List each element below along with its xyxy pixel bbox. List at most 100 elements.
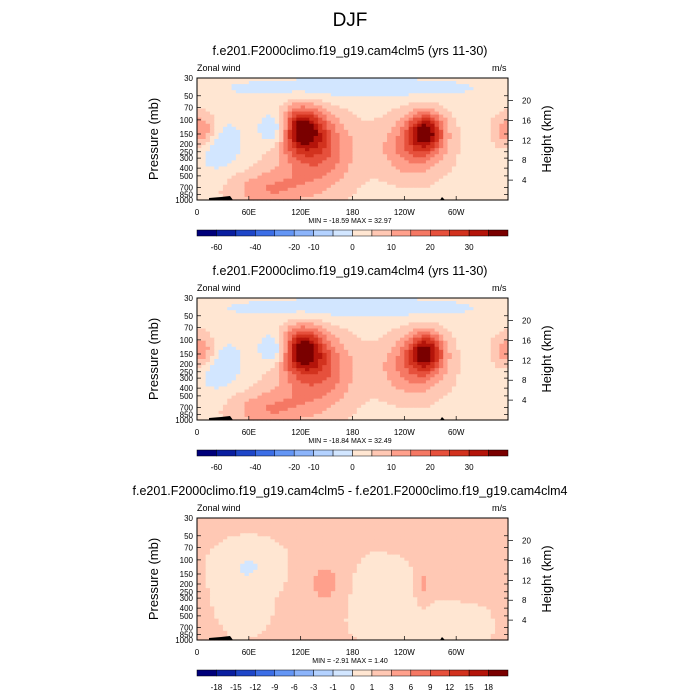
field-cell [477, 135, 483, 140]
field-cell [361, 313, 367, 317]
field-cell [218, 316, 224, 320]
field-cell [313, 105, 319, 110]
field-cell [197, 169, 202, 174]
field-cell [434, 355, 440, 360]
field-cell [279, 340, 284, 345]
field-cell [408, 184, 414, 189]
field-cell [469, 377, 475, 381]
field-cell [391, 102, 397, 107]
field-cell [218, 313, 224, 317]
field-cell [214, 304, 220, 308]
field-cell [257, 340, 263, 345]
field-cell [438, 184, 444, 189]
field-cell [400, 310, 405, 314]
field-cell [408, 102, 414, 107]
field-cell [456, 126, 462, 131]
field-cell [473, 139, 479, 143]
field-cell [235, 166, 241, 171]
field-cell [205, 78, 211, 82]
field-cell [201, 334, 207, 339]
field-cell [486, 142, 492, 146]
field-cell [503, 310, 509, 314]
field-cell [339, 84, 345, 88]
field-cell [369, 349, 375, 354]
field-cell [460, 346, 466, 351]
field-cell [339, 371, 345, 375]
field-cell [270, 87, 276, 91]
field-cell [499, 380, 505, 384]
field-cell [482, 365, 487, 369]
field-cell [378, 301, 384, 305]
field-cell [490, 126, 496, 131]
field-cell [456, 90, 462, 94]
field-cell [400, 355, 405, 360]
field-cell [430, 328, 436, 333]
field-cell [464, 108, 470, 113]
field-cell [222, 322, 228, 327]
field-cell [244, 365, 250, 369]
field-cell [309, 87, 315, 91]
field-cell [240, 343, 246, 348]
field-cell [231, 166, 237, 171]
field-cell [231, 349, 237, 354]
field-cell [404, 166, 410, 171]
field-cell [486, 374, 492, 378]
field-cell [421, 169, 427, 174]
field-cell [253, 187, 259, 192]
field-cell [335, 117, 341, 122]
field-cell [317, 325, 323, 330]
field-cell [296, 380, 302, 384]
field-cell [378, 196, 384, 201]
field-cell [417, 331, 423, 336]
field-cell [495, 371, 500, 375]
field-cell [244, 298, 250, 302]
field-cell [395, 340, 401, 345]
field-cell [326, 175, 332, 180]
field-cell [352, 172, 358, 177]
field-cell [421, 334, 427, 339]
field-cell [404, 163, 410, 168]
field-cell [352, 78, 358, 82]
field-cell [205, 148, 211, 152]
field-cell [304, 352, 310, 357]
field-cell [412, 343, 418, 348]
field-cell [482, 169, 487, 174]
field-cell [365, 123, 371, 128]
field-cell [356, 298, 362, 302]
field-cell [304, 132, 310, 137]
field-cell [292, 169, 297, 174]
field-cell [443, 325, 449, 330]
field-cell [304, 129, 310, 134]
field-cell [343, 84, 349, 88]
field-cell [456, 313, 462, 317]
field-cell [197, 319, 202, 323]
field-cell [451, 368, 457, 372]
field-cell [464, 145, 470, 149]
field-cell [330, 114, 336, 119]
field-cell [460, 184, 466, 189]
field-cell [296, 374, 302, 378]
field-cell [218, 90, 224, 94]
field-cell [495, 181, 500, 186]
field-cell [279, 105, 284, 110]
field-cell [244, 178, 250, 183]
field-cell [248, 328, 254, 333]
field-cell [261, 93, 267, 97]
field-cell [434, 111, 440, 116]
field-cell [456, 352, 462, 357]
field-cell [417, 114, 423, 119]
field-cell [451, 352, 457, 357]
field-cell [365, 301, 371, 305]
field-cell [503, 368, 509, 372]
field-cell [417, 187, 423, 192]
field-cell [382, 319, 388, 323]
field-cell [456, 362, 462, 366]
field-cell [369, 123, 375, 128]
field-cell [400, 307, 405, 311]
field-cell [266, 105, 272, 110]
field-cell [412, 81, 418, 85]
field-cell [304, 301, 310, 305]
field-cell [343, 187, 349, 192]
field-cell [395, 154, 401, 158]
field-cell [482, 316, 487, 320]
